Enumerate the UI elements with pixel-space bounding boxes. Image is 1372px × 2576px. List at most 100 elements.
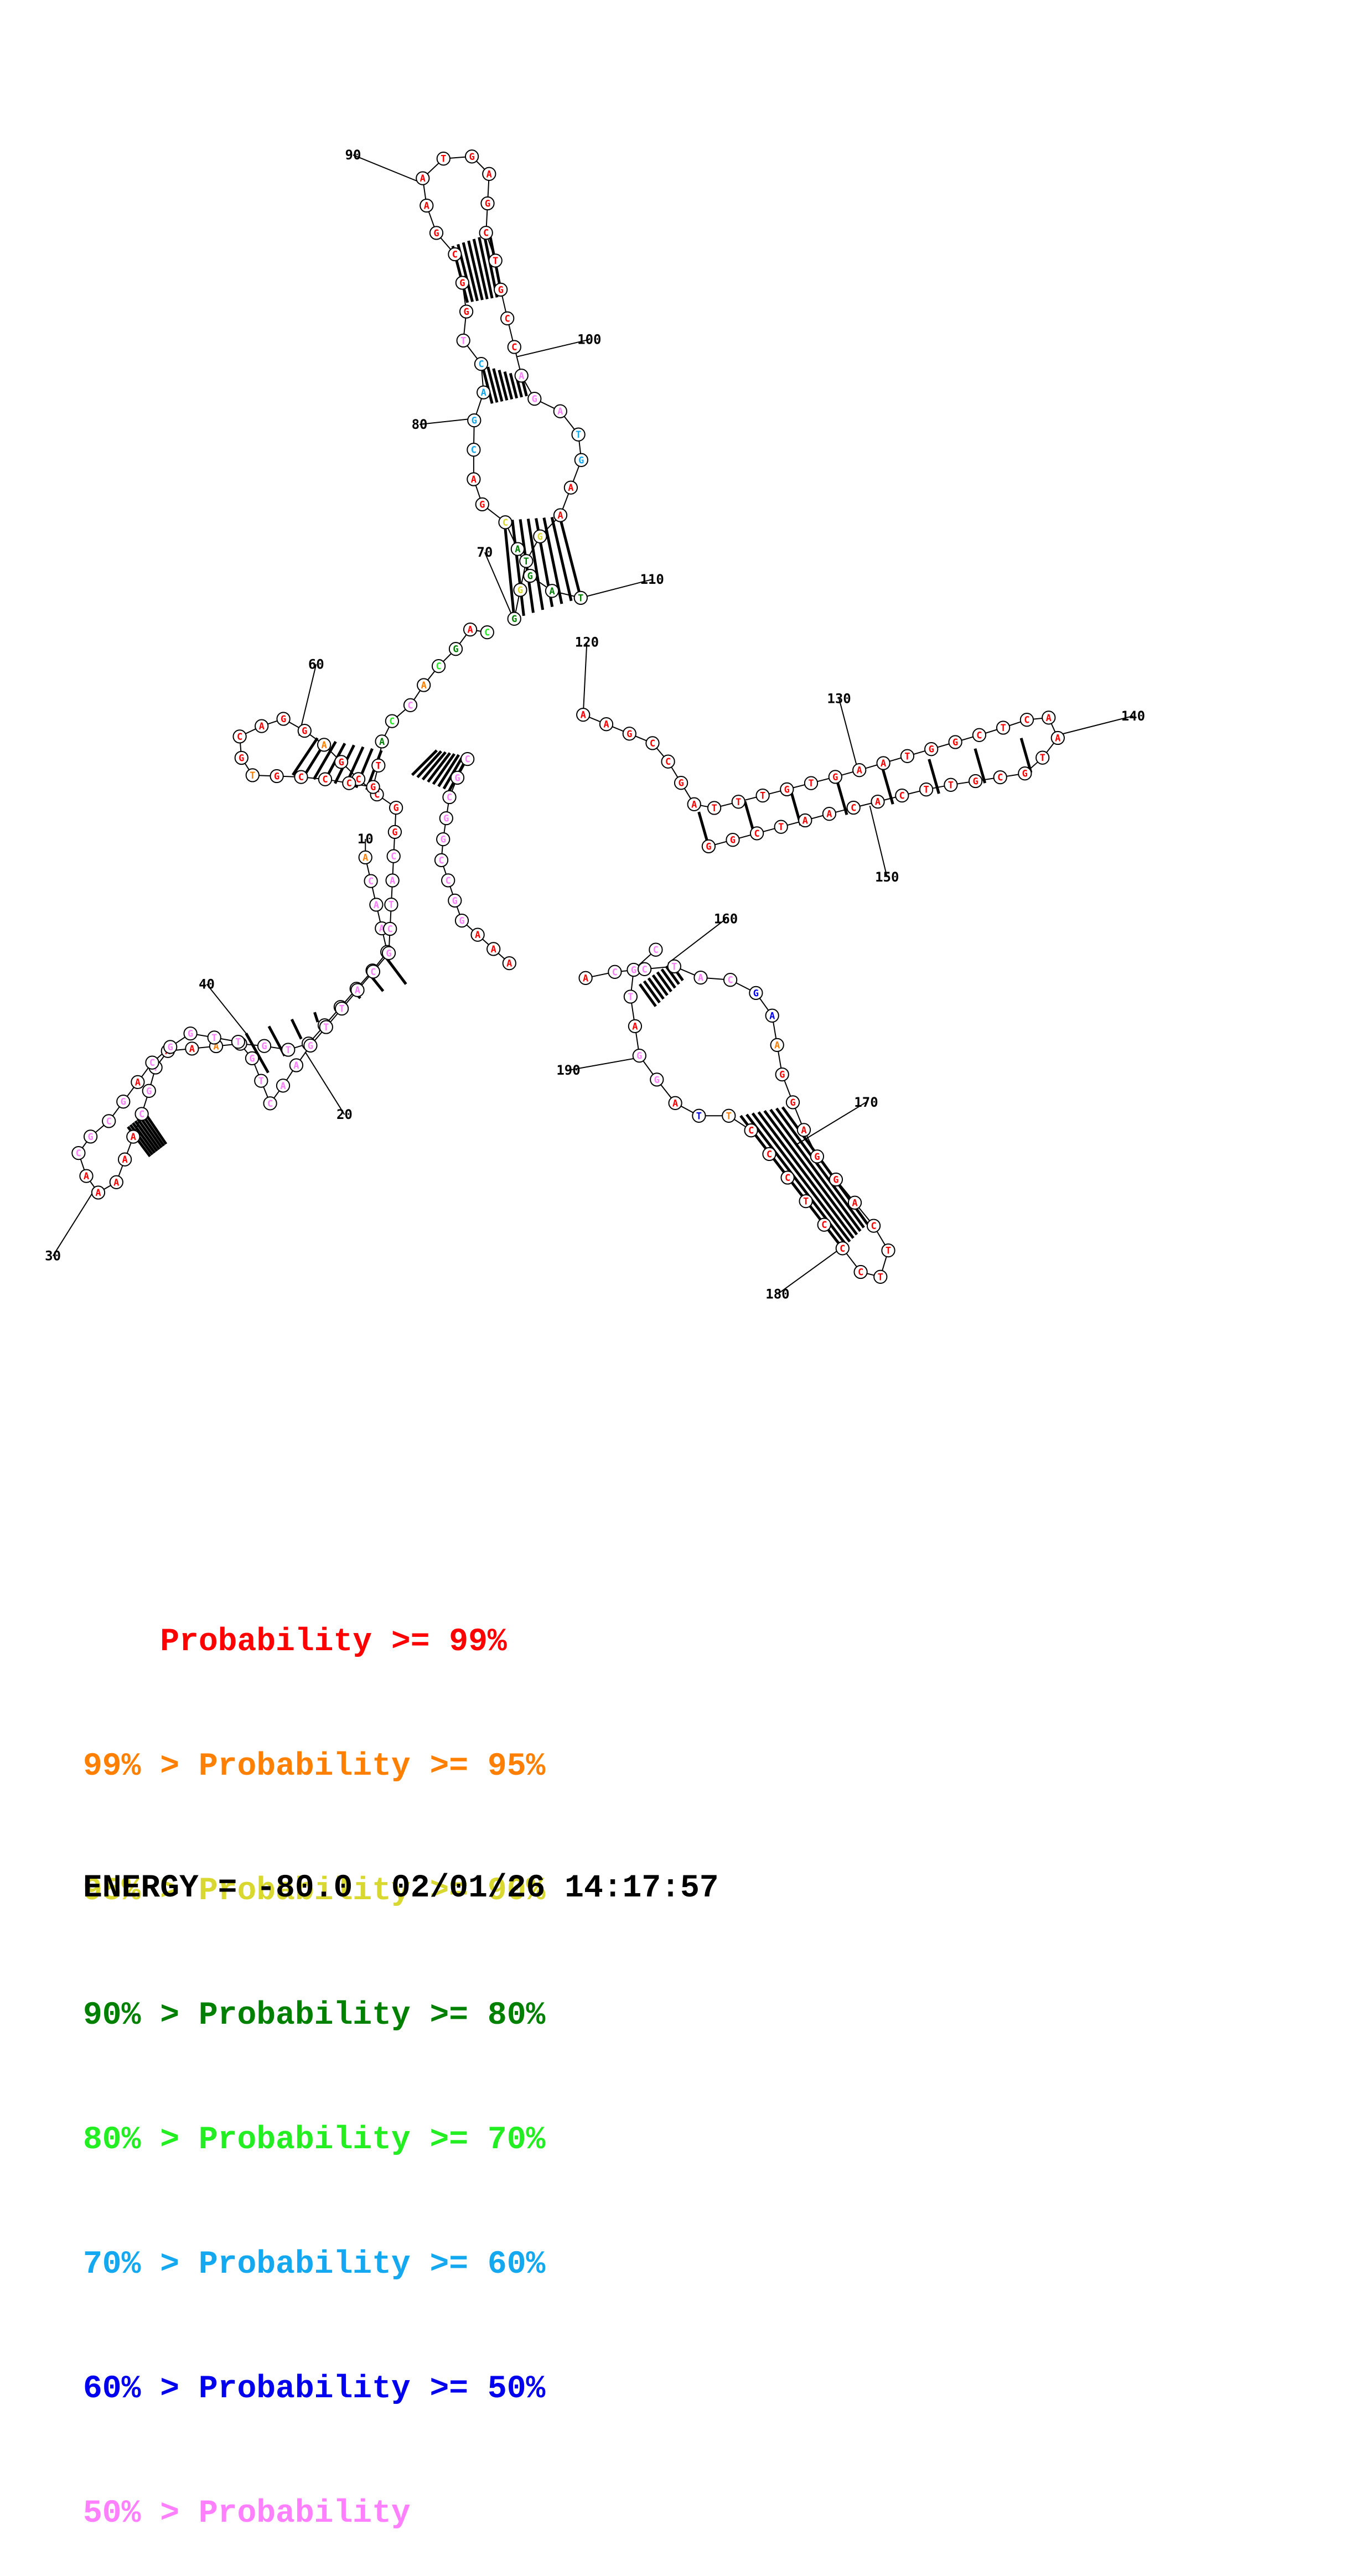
position-tick bbox=[353, 154, 420, 183]
nucleotide-letter: C bbox=[899, 791, 905, 802]
base-pair-bond bbox=[427, 752, 451, 783]
position-label-30: 30 bbox=[45, 1248, 61, 1264]
nucleotide-133: T bbox=[707, 801, 722, 815]
nucleotide-letter: C bbox=[511, 342, 517, 353]
nucleotide-56: G bbox=[297, 723, 312, 738]
position-tick bbox=[568, 1057, 638, 1071]
nucleotide-153: T bbox=[944, 778, 958, 792]
legend-row-70: 80% > Probability >= 70% bbox=[83, 2122, 546, 2158]
nucleotide-circle bbox=[281, 1043, 296, 1057]
nucleotide-letter: T bbox=[1040, 753, 1045, 764]
nucleotide-letter: C bbox=[389, 716, 395, 727]
nucleotide-43: A bbox=[350, 983, 365, 997]
nucleotide-115: G bbox=[450, 770, 465, 785]
nucleotide-circle bbox=[510, 542, 525, 556]
nucleotide-66: G bbox=[366, 780, 380, 794]
nucleotide-circle bbox=[477, 385, 491, 400]
legend-row-lt50: 50% > Probability bbox=[83, 2496, 411, 2532]
nucleotide-142: G bbox=[924, 742, 939, 756]
nucleotide-circle bbox=[436, 152, 451, 166]
position-tick bbox=[777, 1248, 841, 1295]
nucleotide-131: G bbox=[674, 776, 688, 790]
nucleotide-29: A bbox=[131, 1075, 145, 1090]
nucleotide-128: G bbox=[622, 727, 636, 741]
nucleotide-circle bbox=[470, 927, 485, 942]
nucleotide-letter: A bbox=[467, 625, 473, 636]
nucleotide-83: T bbox=[571, 427, 586, 442]
base-pair-bond bbox=[928, 759, 940, 794]
nucleotide-circle bbox=[463, 622, 478, 637]
nucleotide-68: A bbox=[375, 734, 389, 749]
nucleotide-circle bbox=[770, 1038, 784, 1053]
nucleotide-letter: T bbox=[696, 1111, 702, 1122]
nucleotide-letter: A bbox=[881, 758, 886, 769]
nucleotide-186: A bbox=[796, 1123, 811, 1137]
nucleotide-letter: A bbox=[557, 510, 563, 521]
nucleotide-176: T bbox=[799, 1194, 813, 1209]
nucleotide-38: A bbox=[276, 1079, 291, 1093]
nucleotide-letter: T bbox=[808, 778, 814, 789]
nucleotide-circle bbox=[488, 253, 503, 268]
nucleotide-circle bbox=[231, 1034, 246, 1049]
nucleotide-letter: T bbox=[389, 900, 394, 911]
position-tick bbox=[582, 642, 588, 715]
nucleotide-circle bbox=[475, 497, 489, 512]
nucleotide-circle bbox=[109, 1175, 123, 1189]
nucleotide-116: C bbox=[442, 790, 457, 805]
nucleotide-circle bbox=[599, 717, 614, 732]
base-pair-bond bbox=[432, 753, 455, 785]
nucleotide-42: T bbox=[334, 1001, 349, 1016]
nucleotide-31: G bbox=[163, 1040, 178, 1054]
nucleotide-circle bbox=[573, 590, 588, 605]
legend-row-99: Probability >= 99% bbox=[83, 1624, 507, 1660]
nucleotide-47: T bbox=[384, 898, 398, 912]
nucleotide-letter: T bbox=[778, 822, 784, 833]
nucleotide-60: G bbox=[234, 750, 248, 765]
base-pair-bond bbox=[503, 371, 514, 400]
nucleotide-letter: G bbox=[146, 1086, 152, 1097]
nucleotide-80: A bbox=[553, 508, 568, 522]
position-tick bbox=[869, 805, 888, 878]
nucleotide-126: A bbox=[576, 707, 591, 722]
base-pair-bond bbox=[492, 368, 504, 402]
probability-legend: Probability >= 99% 99% > Probability >= … bbox=[83, 1538, 545, 2576]
nucleotide-circle bbox=[486, 942, 501, 956]
nucleotide-circle bbox=[924, 742, 939, 756]
nucleotide-letter: A bbox=[471, 474, 477, 485]
nucleotide-73: G bbox=[448, 642, 463, 656]
nucleotide-90: T bbox=[488, 253, 503, 268]
nucleotide-circle bbox=[474, 357, 489, 371]
nucleotide-102: T bbox=[456, 333, 470, 348]
position-label-80: 80 bbox=[412, 417, 428, 432]
nucleotide-circle bbox=[366, 965, 381, 979]
nucleotide-circle bbox=[650, 1072, 664, 1087]
nucleotide-circle bbox=[866, 1219, 881, 1233]
legend-row-95: 99% > Probability >= 95% bbox=[83, 1749, 546, 1785]
nucleotide-circle bbox=[434, 853, 449, 868]
nucleotide-150: G bbox=[1018, 766, 1032, 781]
nucleotide-187: G bbox=[785, 1095, 800, 1110]
nucleotide-letter: G bbox=[392, 827, 397, 838]
nucleotide-179: C bbox=[853, 1264, 868, 1279]
nucleotide-letter: G bbox=[393, 803, 398, 814]
nucleotide-letter: G bbox=[274, 771, 279, 782]
nucleotide-circle bbox=[448, 247, 462, 262]
nucleotide-letter: C bbox=[727, 975, 733, 986]
position-label-90: 90 bbox=[345, 147, 361, 163]
nucleotide-37: C bbox=[263, 1096, 277, 1111]
position-tick bbox=[419, 417, 477, 425]
nucleotide-181: T bbox=[881, 1243, 895, 1258]
nucleotide-circle bbox=[163, 1040, 178, 1054]
nucleotide-183: A bbox=[847, 1195, 862, 1210]
nucleotide-110: A bbox=[510, 542, 525, 556]
base-pair-bond bbox=[467, 240, 484, 300]
nucleotide-letter: A bbox=[1046, 713, 1052, 724]
nucleotide-letter: C bbox=[267, 1098, 273, 1110]
position-label-120: 120 bbox=[575, 634, 599, 650]
nucleotide-circle bbox=[91, 1185, 106, 1200]
nucleotide-letter: C bbox=[641, 964, 647, 975]
nucleotide-circle bbox=[744, 1123, 758, 1138]
nucleotide-59: C bbox=[232, 729, 247, 744]
nucleotide-letter: A bbox=[379, 737, 385, 748]
nucleotide-letter: T bbox=[886, 1246, 891, 1257]
